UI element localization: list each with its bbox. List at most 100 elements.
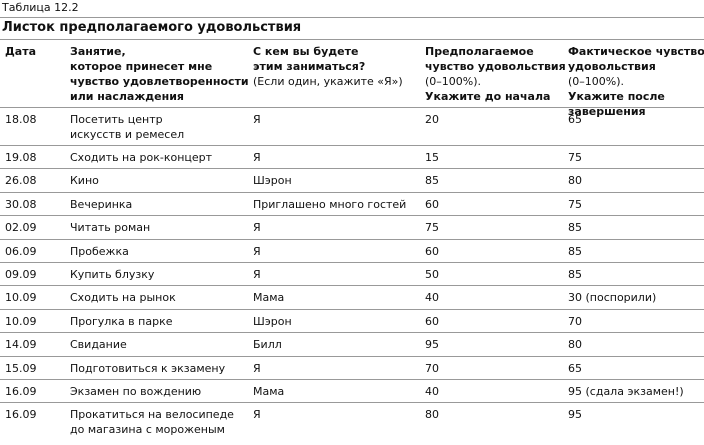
header-cell: этим заниматься? <box>253 60 366 73</box>
table-cell: Кино <box>70 174 99 188</box>
table-cell: 15 <box>425 151 439 164</box>
table-cell: 15.09 <box>5 361 37 375</box>
table-cell: Экзамен по вождению <box>70 385 202 398</box>
table-cell: 09.09 <box>5 268 37 281</box>
table-cell: 85 <box>425 174 439 188</box>
table-cell: Я <box>253 268 261 281</box>
table-cell: Я <box>253 408 261 422</box>
table-cell: 20 <box>425 113 439 126</box>
header-cell: чувство удовольствия <box>425 60 566 73</box>
header-cell: Предполагаемое <box>425 45 534 58</box>
table-cell: Купить блузку <box>70 268 155 281</box>
table-cell: 02.09 <box>5 221 37 235</box>
header-cell: или наслаждения <box>70 90 184 103</box>
row-separator <box>0 379 704 380</box>
table-cell: Прокатиться на велосипеде <box>70 408 234 422</box>
table-cell: Я <box>253 361 261 375</box>
header-cell: Дата <box>5 45 37 58</box>
table-cell: 95 <box>568 408 582 422</box>
table-cell: Подготовиться к экзамену <box>70 361 226 375</box>
table-cell: 26.08 <box>5 174 37 188</box>
table-cell: Мама <box>253 385 285 398</box>
header-cell: (0–100%). <box>425 75 482 88</box>
row-separator <box>0 285 704 286</box>
table-cell: Я <box>253 113 261 126</box>
row-separator <box>0 168 704 169</box>
table-title: Листок предполагаемого удовольствия <box>2 20 302 35</box>
table-cell: 65 <box>568 113 582 126</box>
table-cell: Я <box>253 221 261 235</box>
table-cell: 40 <box>425 385 439 398</box>
header-cell: Укажите после <box>568 90 665 103</box>
row-separator <box>0 356 704 357</box>
header-cell: Фактическое чувство <box>568 45 704 58</box>
row-separator <box>0 192 704 193</box>
header-cell: которое принесет мне <box>70 60 213 73</box>
table-cell: 75 <box>568 197 582 211</box>
table-cell: 70 <box>568 314 582 328</box>
header-cell: (0–100%). <box>568 75 625 88</box>
table-cell: 75 <box>568 151 582 164</box>
rule <box>0 17 704 18</box>
table-cell: Я <box>253 151 261 164</box>
header-cell: (Если один, укажите «Я») <box>253 75 403 88</box>
rule <box>0 107 704 108</box>
table-cell: 95 (сдала экзамен!) <box>568 385 684 398</box>
table-cell: 70 <box>425 361 439 375</box>
table-cell: до магазина с мороженым <box>70 423 225 437</box>
table-cell: 50 <box>425 268 439 281</box>
table-cell: Приглашено много гостей <box>253 197 407 211</box>
table-cell: Прогулка в парке <box>70 314 173 328</box>
table-cell: 80 <box>568 338 582 352</box>
table-caption: Таблица 12.2 <box>2 1 79 14</box>
table-cell: Сходить на рынок <box>70 291 176 305</box>
table-cell: Билл <box>253 338 282 352</box>
header-cell: С кем вы будете <box>253 45 359 58</box>
table-cell: Мама <box>253 291 285 305</box>
table-cell: 30.08 <box>5 197 37 211</box>
table-cell: 14.09 <box>5 338 37 352</box>
header-cell: Занятие, <box>70 45 126 58</box>
row-separator <box>0 145 704 146</box>
table-cell: 10.09 <box>5 314 37 328</box>
table-cell: 16.09 <box>5 408 37 422</box>
table-cell: 65 <box>568 361 582 375</box>
rule <box>0 39 704 40</box>
table-cell: искусств и ремесел <box>70 128 185 141</box>
table-cell: 06.09 <box>5 244 37 258</box>
header-cell: Укажите до начала <box>425 90 551 103</box>
table-cell: 85 <box>568 244 582 258</box>
table-cell: 85 <box>568 221 582 235</box>
table-cell: 60 <box>425 244 439 258</box>
table-cell: Я <box>253 244 261 258</box>
header-cell: завершения <box>568 105 646 118</box>
table-cell: 30 (поспорили) <box>568 291 657 305</box>
table-cell: 95 <box>425 338 439 352</box>
table-cell: 19.08 <box>5 151 37 164</box>
table-cell: 40 <box>425 291 439 305</box>
table-cell: Пробежка <box>70 244 129 258</box>
table-cell: 60 <box>425 314 439 328</box>
table-cell: 85 <box>568 268 582 281</box>
row-separator <box>0 215 704 216</box>
table-cell: Посетить центр <box>70 113 163 126</box>
table-cell: 18.08 <box>5 113 37 126</box>
table-cell: 60 <box>425 197 439 211</box>
table-cell: Шэрон <box>253 174 292 188</box>
row-separator <box>0 332 704 333</box>
table-cell: Свидание <box>70 338 127 352</box>
row-separator <box>0 262 704 263</box>
table-cell: 80 <box>568 174 582 188</box>
table-cell: 80 <box>425 408 439 422</box>
row-separator <box>0 239 704 240</box>
table-cell: 16.09 <box>5 385 37 398</box>
row-separator <box>0 402 704 403</box>
table-cell: Вечеринка <box>70 197 133 211</box>
header-cell: чувство удовлетворенности <box>70 75 249 88</box>
header-cell: удовольствия <box>568 60 656 73</box>
table-cell: 10.09 <box>5 291 37 305</box>
table-cell: 75 <box>425 221 439 235</box>
table-cell: Сходить на рок-концерт <box>70 151 213 164</box>
table-cell: Читать роман <box>70 221 151 235</box>
